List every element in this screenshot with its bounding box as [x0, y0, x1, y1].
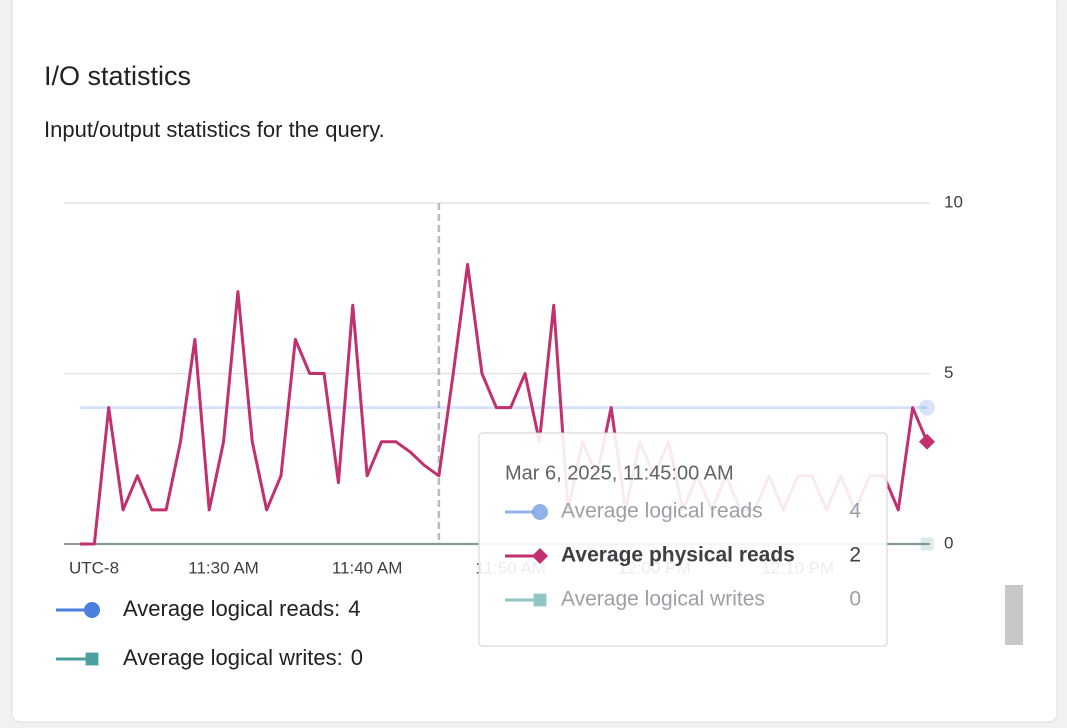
card-title: I/O statistics: [44, 61, 191, 91]
marker: [920, 537, 934, 551]
x-tick-label: 11:40 AM: [332, 558, 403, 577]
legend-value: 4: [348, 596, 360, 621]
y-tick-label: 0: [944, 533, 953, 552]
x-axis-label: UTC-8: [69, 558, 119, 577]
tooltip-value: 0: [849, 588, 861, 611]
tooltip-name: Average physical reads: [561, 544, 795, 567]
tooltip-bg: [478, 432, 888, 647]
y-tick-label: 5: [944, 363, 953, 382]
x-tick-label: 11:30 AM: [188, 558, 259, 577]
scrollbar: [1005, 585, 1023, 645]
marker: [919, 399, 935, 416]
tooltip-title: Mar 6, 2025, 11:45:00 AM: [505, 462, 734, 484]
tooltip-value: 2: [849, 544, 861, 567]
tooltip-name: Average logical reads: [561, 500, 763, 523]
y-tick-label: 10: [944, 192, 963, 211]
tooltip: Mar 6, 2025, 11:45:00 AM Average logical …: [478, 432, 888, 647]
tooltip-value: 4: [849, 500, 861, 523]
legend-value: 0: [351, 645, 363, 670]
marker: [533, 593, 547, 607]
marker: [919, 433, 935, 450]
card-subtitle: Input/output statistics for the query.: [44, 117, 385, 142]
marker: [84, 602, 100, 618]
tooltip-name: Average logical writes: [561, 588, 765, 611]
marker: [532, 504, 548, 520]
marker: [85, 652, 99, 666]
marker: [532, 548, 548, 564]
legend-label: Average logical writes:: [123, 645, 343, 670]
legend-label: Average logical reads:: [123, 596, 340, 621]
